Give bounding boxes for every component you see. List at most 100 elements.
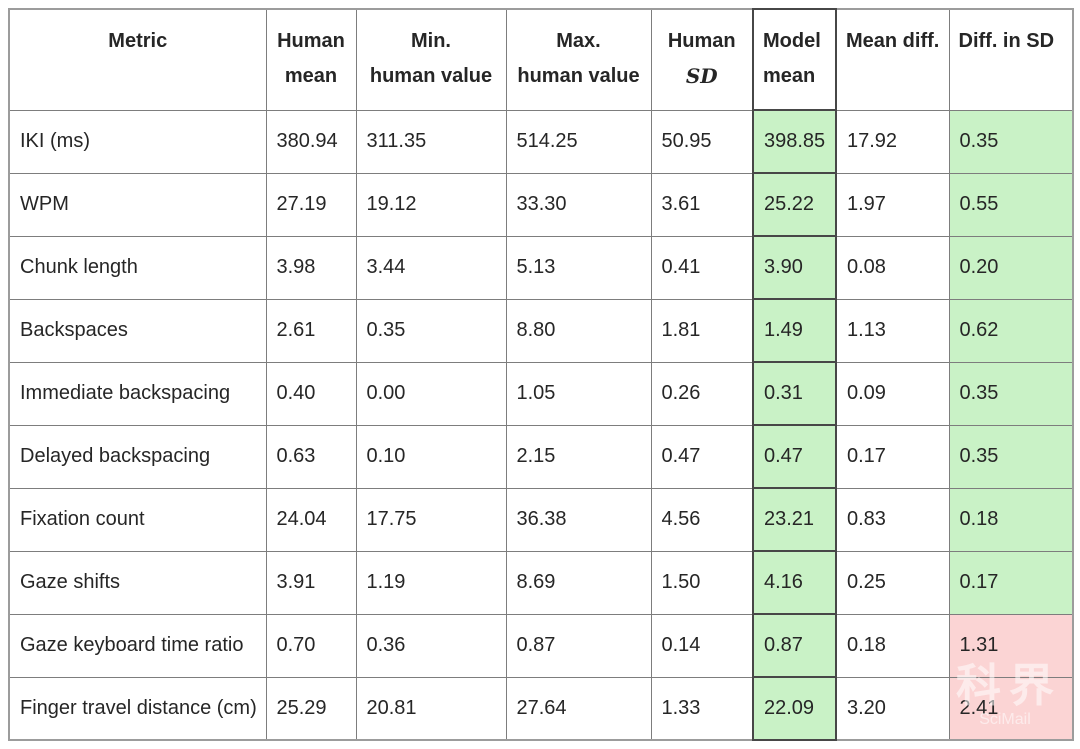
cell-mean-diff: 3.20 (835, 676, 950, 741)
cell-human-sd: 0.26 (650, 361, 754, 426)
cell-diff-in-sd: 0.17 (948, 550, 1074, 615)
cell-human-sd: 0.14 (650, 613, 754, 678)
cell-mean-diff: 0.25 (835, 550, 950, 615)
cell-model-mean: 4.16 (752, 550, 837, 615)
cell-metric: Finger travel distance (cm) (8, 676, 267, 741)
cell-human-mean: 25.29 (265, 676, 357, 741)
cell-human-sd: 0.47 (650, 424, 754, 489)
cell-metric: Backspaces (8, 298, 267, 363)
col-header-max-line2: human value (517, 65, 640, 87)
cell-metric: IKI (ms) (8, 109, 267, 174)
col-header-mean-diff: Mean diff. (835, 8, 950, 111)
cell-human-mean: 0.40 (265, 361, 357, 426)
cell-human-sd: 50.95 (650, 109, 754, 174)
cell-min-human-value: 0.10 (355, 424, 507, 489)
cell-human-mean: 27.19 (265, 172, 357, 237)
col-header-human-sd-line2: SD (685, 64, 718, 88)
col-header-human-mean: Human mean (265, 8, 357, 111)
col-header-metric: Metric (8, 8, 267, 111)
col-header-human-mean-line2: mean (284, 65, 338, 87)
cell-metric: Delayed backspacing (8, 424, 267, 489)
cell-metric: Immediate backspacing (8, 361, 267, 426)
cell-human-mean: 2.61 (265, 298, 357, 363)
cell-human-sd: 0.41 (650, 235, 754, 300)
cell-diff-in-sd: 0.20 (948, 235, 1074, 300)
cell-diff-in-sd: 2.41 (948, 676, 1074, 741)
cell-metric: Gaze keyboard time ratio (8, 613, 267, 678)
cell-model-mean: 23.21 (752, 487, 837, 552)
col-header-human-sd: Human SD (650, 8, 754, 111)
cell-min-human-value: 0.35 (355, 298, 507, 363)
cell-diff-in-sd: 0.55 (948, 172, 1074, 237)
col-header-metric-label: Metric (108, 30, 168, 52)
cell-diff-in-sd: 0.35 (948, 424, 1074, 489)
col-header-human-mean-line1: Human (277, 30, 345, 52)
cell-model-mean: 398.85 (752, 109, 837, 174)
table-row: Fixation count 24.04 17.75 36.38 4.56 23.21 0.… (8, 487, 1074, 552)
col-header-model-mean: Model mean (752, 8, 837, 111)
col-header-min-line2: human value (369, 65, 493, 87)
cell-model-mean: 22.09 (752, 676, 837, 741)
cell-min-human-value: 20.81 (355, 676, 507, 741)
cell-min-human-value: 0.36 (355, 613, 507, 678)
cell-min-human-value: 311.35 (355, 109, 507, 174)
cell-human-mean: 3.98 (265, 235, 357, 300)
cell-max-human-value: 2.15 (505, 424, 652, 489)
table-row: Finger travel distance (cm) 25.29 20.81 27.… (8, 676, 1074, 741)
table-row: Chunk length 3.98 3.44 5.13 0.41 3.90 0.08 0.20 (8, 235, 1074, 300)
table-header: Metric Human mean Min. human value Max. … (8, 8, 1074, 111)
cell-human-mean: 0.70 (265, 613, 357, 678)
cell-human-sd: 3.61 (650, 172, 754, 237)
cell-max-human-value: 5.13 (505, 235, 652, 300)
cell-mean-diff: 0.09 (835, 361, 950, 426)
table-row: WPM 27.19 19.12 33.30 3.61 25.22 1.97 0.55 (8, 172, 1074, 237)
cell-max-human-value: 8.80 (505, 298, 652, 363)
cell-min-human-value: 19.12 (355, 172, 507, 237)
cell-mean-diff: 0.08 (835, 235, 950, 300)
cell-model-mean: 0.31 (752, 361, 837, 426)
table-row: Delayed backspacing 0.63 0.10 2.15 0.47 0.47 0… (8, 424, 1074, 489)
cell-human-mean: 0.63 (265, 424, 357, 489)
cell-max-human-value: 1.05 (505, 361, 652, 426)
cell-human-sd: 4.56 (650, 487, 754, 552)
cell-diff-in-sd: 0.35 (948, 361, 1074, 426)
cell-metric: Fixation count (8, 487, 267, 552)
col-header-diff-in-sd-label: Diff. in SD (958, 30, 1055, 52)
cell-metric: WPM (8, 172, 267, 237)
cell-max-human-value: 514.25 (505, 109, 652, 174)
cell-diff-in-sd: 1.31 (948, 613, 1074, 678)
cell-min-human-value: 0.00 (355, 361, 507, 426)
cell-mean-diff: 1.97 (835, 172, 950, 237)
cell-min-human-value: 17.75 (355, 487, 507, 552)
col-header-human-sd-line1: Human (667, 30, 736, 52)
cell-human-mean: 380.94 (265, 109, 357, 174)
cell-metric: Chunk length (8, 235, 267, 300)
cell-max-human-value: 8.69 (505, 550, 652, 615)
metrics-table-container: Metric Human mean Min. human value Max. … (8, 8, 1074, 741)
cell-max-human-value: 27.64 (505, 676, 652, 741)
cell-model-mean: 3.90 (752, 235, 837, 300)
cell-mean-diff: 0.17 (835, 424, 950, 489)
table-row: IKI (ms) 380.94 311.35 514.25 50.95 398.85 17.… (8, 109, 1074, 174)
cell-mean-diff: 1.13 (835, 298, 950, 363)
table-row: Immediate backspacing 0.40 0.00 1.05 0.26 0.3… (8, 361, 1074, 426)
cell-diff-in-sd: 0.18 (948, 487, 1074, 552)
col-header-diff-in-sd: Diff. in SD (948, 8, 1074, 111)
cell-max-human-value: 36.38 (505, 487, 652, 552)
cell-mean-diff: 0.83 (835, 487, 950, 552)
cell-human-mean: 24.04 (265, 487, 357, 552)
cell-min-human-value: 3.44 (355, 235, 507, 300)
table-body: IKI (ms) 380.94 311.35 514.25 50.95 398.85 17.… (8, 109, 1074, 741)
col-header-max-line1: Max. (556, 30, 601, 52)
table-row: Gaze keyboard time ratio 0.70 0.36 0.87 0.14… (8, 613, 1074, 678)
cell-model-mean: 1.49 (752, 298, 837, 363)
cell-human-mean: 3.91 (265, 550, 357, 615)
cell-human-sd: 1.81 (650, 298, 754, 363)
col-header-min-human-value: Min. human value (355, 8, 507, 111)
col-header-model-mean-line1: Model (763, 30, 821, 52)
cell-human-sd: 1.33 (650, 676, 754, 741)
cell-metric: Gaze shifts (8, 550, 267, 615)
cell-model-mean: 25.22 (752, 172, 837, 237)
table-row: Backspaces 2.61 0.35 8.80 1.81 1.49 1.13 0.62 (8, 298, 1074, 363)
